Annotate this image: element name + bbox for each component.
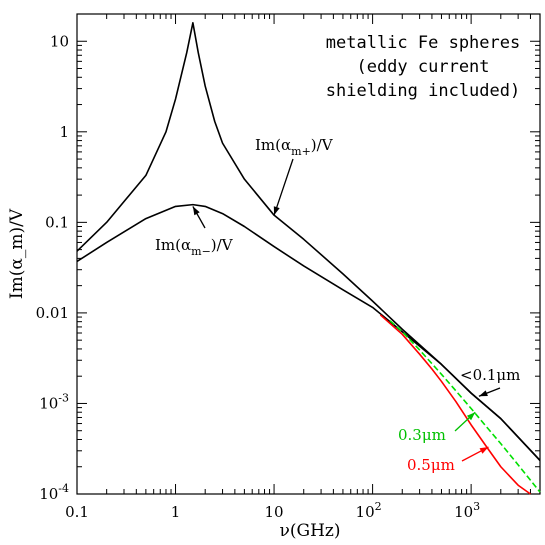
annotation-label-1: Im(αm−)/V <box>155 236 234 258</box>
series-line-1 <box>76 203 541 461</box>
annotation-arrowhead-4 <box>479 447 489 454</box>
x-axis-label: ν(GHz) <box>280 521 341 541</box>
x-tick-label: 1 <box>171 503 181 521</box>
annotation-arrowhead-2 <box>478 390 488 397</box>
series-line-3 <box>379 314 531 495</box>
x-tick-label: 103 <box>454 500 480 521</box>
y-tick-label: 0.01 <box>36 304 69 322</box>
series-lines <box>76 21 541 495</box>
chart-title-line-1: metallic Fe spheres <box>326 33 520 53</box>
series-line-2 <box>389 320 541 493</box>
annotation-arrowhead-0 <box>273 206 280 216</box>
y-tick-label: 1 <box>59 123 69 141</box>
annotation-label-0: Im(αm+)/V <box>255 136 334 158</box>
annotation-label-4: 0.5μm <box>407 456 455 474</box>
y-tick-label: 10-4 <box>39 482 69 503</box>
y-axis-label: Im(α_m)/V <box>7 208 27 299</box>
y-tick-label: 10-3 <box>39 391 69 412</box>
plot-frame <box>76 13 541 495</box>
y-tick-label: 0.1 <box>45 213 69 231</box>
x-tick-label: 10 <box>265 503 284 521</box>
annotation-label-3: 0.3μm <box>398 426 446 444</box>
annotation-label-2: <0.1μm <box>460 366 520 384</box>
annotation-arrow-0 <box>273 158 294 216</box>
annotations: Im(αm+)/V Im(αm−)/V <0.1μm 0.3μm 0.5μm <box>155 136 520 474</box>
annotation-arrowhead-3 <box>466 412 476 421</box>
chart-title-line-2: (eddy current <box>356 57 489 77</box>
annotation-arrowhead-1 <box>192 206 200 216</box>
x-tick-label: 0.1 <box>65 503 89 521</box>
x-tick-label: 102 <box>356 500 382 521</box>
y-tick-label: 10 <box>50 32 69 50</box>
chart-title-line-3: shielding included) <box>326 81 520 101</box>
